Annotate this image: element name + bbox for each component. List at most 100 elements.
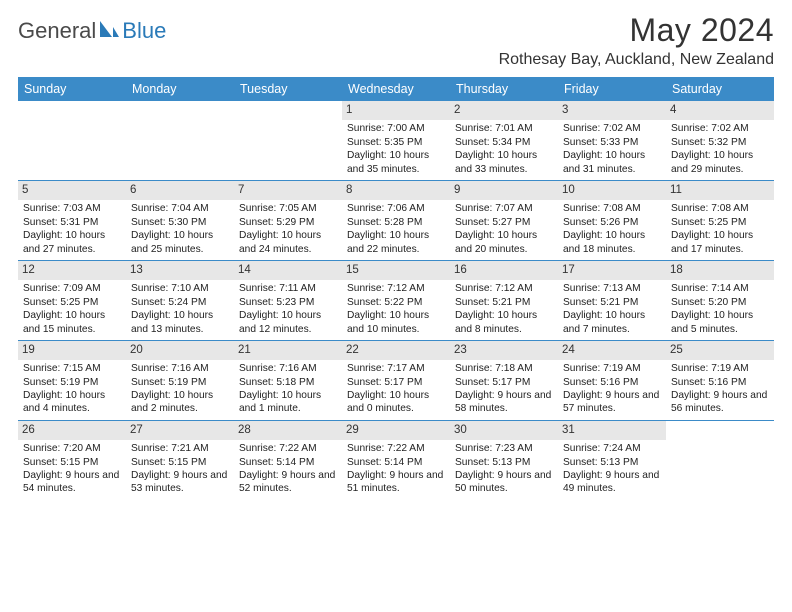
- day-details: Sunrise: 7:18 AMSunset: 5:17 PMDaylight:…: [455, 362, 553, 416]
- day-number: 6: [126, 181, 234, 200]
- day-cell: [126, 101, 234, 180]
- day-number: 9: [450, 181, 558, 200]
- weekday-header: Thursday: [450, 77, 558, 101]
- sunrise-text: Sunrise: 7:06 AM: [347, 202, 445, 215]
- sunset-text: Sunset: 5:19 PM: [23, 376, 121, 389]
- sunrise-text: Sunrise: 7:16 AM: [239, 362, 337, 375]
- day-number: 20: [126, 341, 234, 360]
- sunset-text: Sunset: 5:19 PM: [131, 376, 229, 389]
- month-title: May 2024: [499, 12, 774, 49]
- daylight-text: Daylight: 9 hours and 49 minutes.: [563, 469, 661, 496]
- day-cell: [18, 101, 126, 180]
- weeks-container: 1Sunrise: 7:00 AMSunset: 5:35 PMDaylight…: [18, 101, 774, 500]
- sunset-text: Sunset: 5:29 PM: [239, 216, 337, 229]
- sunrise-text: Sunrise: 7:24 AM: [563, 442, 661, 455]
- day-details: Sunrise: 7:10 AMSunset: 5:24 PMDaylight:…: [131, 282, 229, 336]
- day-number: 3: [558, 101, 666, 120]
- sunset-text: Sunset: 5:23 PM: [239, 296, 337, 309]
- day-details: Sunrise: 7:22 AMSunset: 5:14 PMDaylight:…: [347, 442, 445, 496]
- sunset-text: Sunset: 5:17 PM: [455, 376, 553, 389]
- weekday-header-row: SundayMondayTuesdayWednesdayThursdayFrid…: [18, 77, 774, 101]
- daylight-text: Daylight: 10 hours and 7 minutes.: [563, 309, 661, 336]
- daylight-text: Daylight: 10 hours and 17 minutes.: [671, 229, 769, 256]
- day-details: Sunrise: 7:15 AMSunset: 5:19 PMDaylight:…: [23, 362, 121, 416]
- day-number: 24: [558, 341, 666, 360]
- day-number: 21: [234, 341, 342, 360]
- day-number: 12: [18, 261, 126, 280]
- day-number: 10: [558, 181, 666, 200]
- daylight-text: Daylight: 10 hours and 12 minutes.: [239, 309, 337, 336]
- week-row: 12Sunrise: 7:09 AMSunset: 5:25 PMDayligh…: [18, 261, 774, 341]
- day-number: 8: [342, 181, 450, 200]
- week-row: 5Sunrise: 7:03 AMSunset: 5:31 PMDaylight…: [18, 181, 774, 261]
- day-cell: 14Sunrise: 7:11 AMSunset: 5:23 PMDayligh…: [234, 261, 342, 340]
- day-number: 11: [666, 181, 774, 200]
- sunset-text: Sunset: 5:14 PM: [239, 456, 337, 469]
- sunrise-text: Sunrise: 7:02 AM: [671, 122, 769, 135]
- day-cell: 4Sunrise: 7:02 AMSunset: 5:32 PMDaylight…: [666, 101, 774, 180]
- daylight-text: Daylight: 10 hours and 29 minutes.: [671, 149, 769, 176]
- day-details: Sunrise: 7:08 AMSunset: 5:25 PMDaylight:…: [671, 202, 769, 256]
- daylight-text: Daylight: 9 hours and 57 minutes.: [563, 389, 661, 416]
- day-number: 27: [126, 421, 234, 440]
- sunrise-text: Sunrise: 7:17 AM: [347, 362, 445, 375]
- day-number: 23: [450, 341, 558, 360]
- sunset-text: Sunset: 5:22 PM: [347, 296, 445, 309]
- day-number: 25: [666, 341, 774, 360]
- sunset-text: Sunset: 5:13 PM: [563, 456, 661, 469]
- sunrise-text: Sunrise: 7:13 AM: [563, 282, 661, 295]
- sunrise-text: Sunrise: 7:21 AM: [131, 442, 229, 455]
- sunset-text: Sunset: 5:32 PM: [671, 136, 769, 149]
- day-cell: 12Sunrise: 7:09 AMSunset: 5:25 PMDayligh…: [18, 261, 126, 340]
- day-cell: 29 Sunrise: 7:22 AMSunset: 5:14 PMDayligh…: [342, 421, 450, 500]
- sunrise-text: Sunrise: 7:09 AM: [23, 282, 121, 295]
- daylight-text: Daylight: 10 hours and 18 minutes.: [563, 229, 661, 256]
- sunrise-text: Sunrise: 7:04 AM: [131, 202, 229, 215]
- day-details: Sunrise: 7:14 AMSunset: 5:20 PMDaylight:…: [671, 282, 769, 336]
- sunset-text: Sunset: 5:24 PM: [131, 296, 229, 309]
- day-cell: 13 Sunrise: 7:10 AMSunset: 5:24 PMDayligh…: [126, 261, 234, 340]
- weekday-header: Wednesday: [342, 77, 450, 101]
- day-cell: 19 Sunrise: 7:15 AMSunset: 5:19 PMDayligh…: [18, 341, 126, 420]
- day-number: 13: [126, 261, 234, 280]
- week-row: 1Sunrise: 7:00 AMSunset: 5:35 PMDaylight…: [18, 101, 774, 181]
- day-cell: 1Sunrise: 7:00 AMSunset: 5:35 PMDaylight…: [342, 101, 450, 180]
- day-details: Sunrise: 7:03 AMSunset: 5:31 PMDaylight:…: [23, 202, 121, 256]
- day-cell: 27Sunrise: 7:21 AMSunset: 5:15 PMDayligh…: [126, 421, 234, 500]
- day-cell: 16Sunrise: 7:12 AMSunset: 5:21 PMDayligh…: [450, 261, 558, 340]
- weekday-header: Monday: [126, 77, 234, 101]
- sunset-text: Sunset: 5:21 PM: [563, 296, 661, 309]
- weekday-header: Friday: [558, 77, 666, 101]
- day-details: Sunrise: 7:01 AMSunset: 5:34 PMDaylight:…: [455, 122, 553, 176]
- daylight-text: Daylight: 10 hours and 20 minutes.: [455, 229, 553, 256]
- day-number: 29: [342, 421, 450, 440]
- sunrise-text: Sunrise: 7:10 AM: [131, 282, 229, 295]
- day-cell: [666, 421, 774, 500]
- day-number: 30: [450, 421, 558, 440]
- sunset-text: Sunset: 5:17 PM: [347, 376, 445, 389]
- day-number: 19: [18, 341, 126, 360]
- daylight-text: Daylight: 10 hours and 2 minutes.: [131, 389, 229, 416]
- sunrise-text: Sunrise: 7:18 AM: [455, 362, 553, 375]
- week-row: 26Sunrise: 7:20 AMSunset: 5:15 PMDayligh…: [18, 421, 774, 500]
- sunset-text: Sunset: 5:30 PM: [131, 216, 229, 229]
- day-number: 22: [342, 341, 450, 360]
- day-details: Sunrise: 7:00 AMSunset: 5:35 PMDaylight:…: [347, 122, 445, 176]
- sunrise-text: Sunrise: 7:01 AM: [455, 122, 553, 135]
- day-cell: 15Sunrise: 7:12 AMSunset: 5:22 PMDayligh…: [342, 261, 450, 340]
- day-number: 14: [234, 261, 342, 280]
- day-number: 26: [18, 421, 126, 440]
- sunrise-text: Sunrise: 7:12 AM: [455, 282, 553, 295]
- daylight-text: Daylight: 10 hours and 27 minutes.: [23, 229, 121, 256]
- daylight-text: Daylight: 9 hours and 54 minutes.: [23, 469, 121, 496]
- day-number: 28: [234, 421, 342, 440]
- day-cell: 21Sunrise: 7:16 AMSunset: 5:18 PMDayligh…: [234, 341, 342, 420]
- logo-text-general: General: [18, 18, 96, 44]
- sunrise-text: Sunrise: 7:23 AM: [455, 442, 553, 455]
- week-row: 19 Sunrise: 7:15 AMSunset: 5:19 PMDayligh…: [18, 341, 774, 421]
- sunset-text: Sunset: 5:20 PM: [671, 296, 769, 309]
- title-block: May 2024 Rothesay Bay, Auckland, New Zea…: [499, 12, 774, 69]
- sunset-text: Sunset: 5:21 PM: [455, 296, 553, 309]
- day-cell: 8Sunrise: 7:06 AMSunset: 5:28 PMDaylight…: [342, 181, 450, 260]
- daylight-text: Daylight: 10 hours and 33 minutes.: [455, 149, 553, 176]
